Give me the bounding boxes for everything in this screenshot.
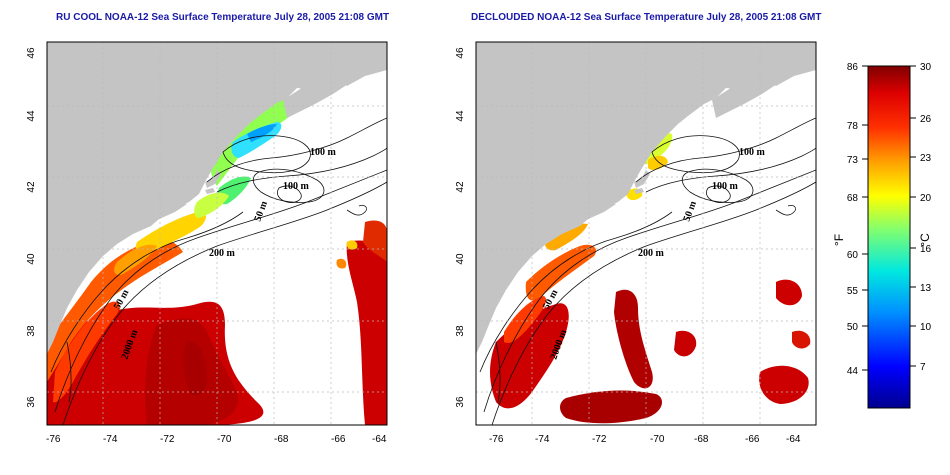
x-tick-label: -70 xyxy=(217,434,232,445)
fahrenheit-unit-label: °F xyxy=(832,234,846,246)
y-tick-label: 38 xyxy=(455,325,466,337)
map-frame xyxy=(46,41,388,426)
map-title-raw: RU COOL NOAA-12 Sea Surface Temperature … xyxy=(56,12,390,23)
y-tick-label: 44 xyxy=(455,110,466,122)
f-tick-label: 55 xyxy=(847,286,859,297)
x-tick-label: -74 xyxy=(535,434,550,445)
c-tick-label: 20 xyxy=(920,193,932,204)
contour-label: 100 m xyxy=(739,147,766,158)
contour-label: 200 m xyxy=(209,248,236,259)
f-tick-label: 68 xyxy=(847,193,859,204)
f-tick-label: 86 xyxy=(847,62,859,73)
x-tick-label: -66 xyxy=(331,434,346,445)
c-tick-label: 7 xyxy=(920,362,926,373)
x-tick-label: -76 xyxy=(46,434,61,445)
y-tick-label: 40 xyxy=(455,253,466,265)
y-tick-label: 46 xyxy=(26,47,37,59)
contour-label: 100 m xyxy=(712,181,739,192)
x-tick-label: -72 xyxy=(160,434,175,445)
map-frame xyxy=(475,41,817,426)
x-tick-label: -74 xyxy=(103,434,118,445)
x-tick-label: -76 xyxy=(489,434,504,445)
x-tick-label: -64 xyxy=(372,434,387,445)
c-tick-label: 16 xyxy=(920,244,932,255)
colorbar: 86 78 73 68 60 55 50 44 °F xyxy=(832,62,932,409)
y-tick-label: 40 xyxy=(26,253,37,265)
y-tick-label: 46 xyxy=(455,47,466,59)
colorbar-gradient xyxy=(867,65,911,409)
x-tick-label: -72 xyxy=(592,434,607,445)
f-tick-label: 73 xyxy=(847,155,859,166)
c-tick-label: 10 xyxy=(920,322,932,333)
f-tick-label: 50 xyxy=(847,322,859,333)
fahrenheit-scale: 86 78 73 68 60 55 50 44 °F xyxy=(832,62,858,377)
contour-label: 100 m xyxy=(283,181,310,192)
x-tick-label: -70 xyxy=(650,434,665,445)
map-panel-declouded: 100 m 100 m 50 m 200 m 50 m 2000 m 46 44… xyxy=(455,41,817,445)
map-panel-raw: 100 m 100 m 50 m 200 m 50 m 2000 m 46 44… xyxy=(26,41,388,445)
contour-label: 100 m xyxy=(310,147,337,158)
y-tick-label: 44 xyxy=(26,110,37,122)
x-tick-label: -68 xyxy=(694,434,709,445)
x-tick-label: -68 xyxy=(274,434,289,445)
y-tick-label: 36 xyxy=(26,396,37,408)
y-tick-label: 42 xyxy=(26,181,37,193)
sst-overlay xyxy=(47,87,387,425)
y-axis: 46 44 42 40 38 36 xyxy=(26,47,37,408)
c-tick-label: 13 xyxy=(920,283,932,294)
celsius-unit-label: °C xyxy=(918,233,932,247)
f-tick-label: 78 xyxy=(847,121,859,132)
x-tick-label: -66 xyxy=(745,434,760,445)
c-tick-label: 26 xyxy=(920,114,932,125)
map-title-declouded: DECLOUDED NOAA-12 Sea Surface Temperatur… xyxy=(471,12,822,23)
y-tick-label: 36 xyxy=(455,396,466,408)
y-tick-label: 38 xyxy=(26,325,37,337)
contour-label: 200 m xyxy=(638,248,665,259)
c-tick-label: 30 xyxy=(920,62,932,73)
f-tick-label: 44 xyxy=(847,366,859,377)
c-tick-label: 23 xyxy=(920,153,932,164)
x-axis: -76 -74 -72 -70 -68 -66 -64 xyxy=(489,434,801,445)
f-tick-label: 60 xyxy=(847,250,859,261)
celsius-scale: 30 26 23 20 16 13 10 7 °C xyxy=(918,62,932,373)
y-tick-label: 42 xyxy=(455,181,466,193)
y-axis: 46 44 42 40 38 36 xyxy=(455,47,466,408)
x-axis: -76 -74 -72 -70 -68 -66 -64 xyxy=(46,434,387,445)
x-tick-label: -64 xyxy=(786,434,801,445)
